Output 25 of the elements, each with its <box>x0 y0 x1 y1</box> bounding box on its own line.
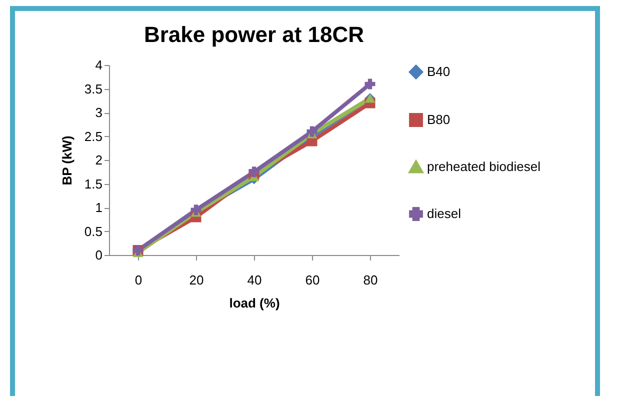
y-tick-label: 0.5 <box>84 224 102 239</box>
point <box>190 204 202 216</box>
y-tick-label: 0 <box>95 248 102 262</box>
x-tick-label: 20 <box>189 272 204 288</box>
chart-title: Brake power at 18CR <box>144 22 364 47</box>
y-axis-title: BP (kW) <box>59 136 74 186</box>
x-tick-label: 60 <box>305 272 320 288</box>
legend-label: preheated biodiesel <box>427 159 541 174</box>
x-tick-label: 0 <box>134 272 142 288</box>
point <box>306 126 318 137</box>
point <box>364 78 376 90</box>
y-tick-label: 1 <box>95 200 102 215</box>
y-tick-label: 2 <box>95 152 102 168</box>
legend-label: B80 <box>427 112 450 127</box>
y-tick-label: 4 <box>95 58 102 72</box>
x-tick-label: 40 <box>247 272 262 288</box>
legend-label: diesel <box>427 206 462 221</box>
y-tick-label: 3.5 <box>84 81 102 96</box>
legend-label: B40 <box>427 64 450 79</box>
x-axis-title: load (%) <box>229 296 280 310</box>
x-tick-label: 80 <box>363 272 378 288</box>
point <box>248 166 260 178</box>
y-tick-label: 1.5 <box>84 176 102 192</box>
y-tick-label: 2.5 <box>84 128 102 144</box>
y-tick-label: 3 <box>95 105 102 120</box>
